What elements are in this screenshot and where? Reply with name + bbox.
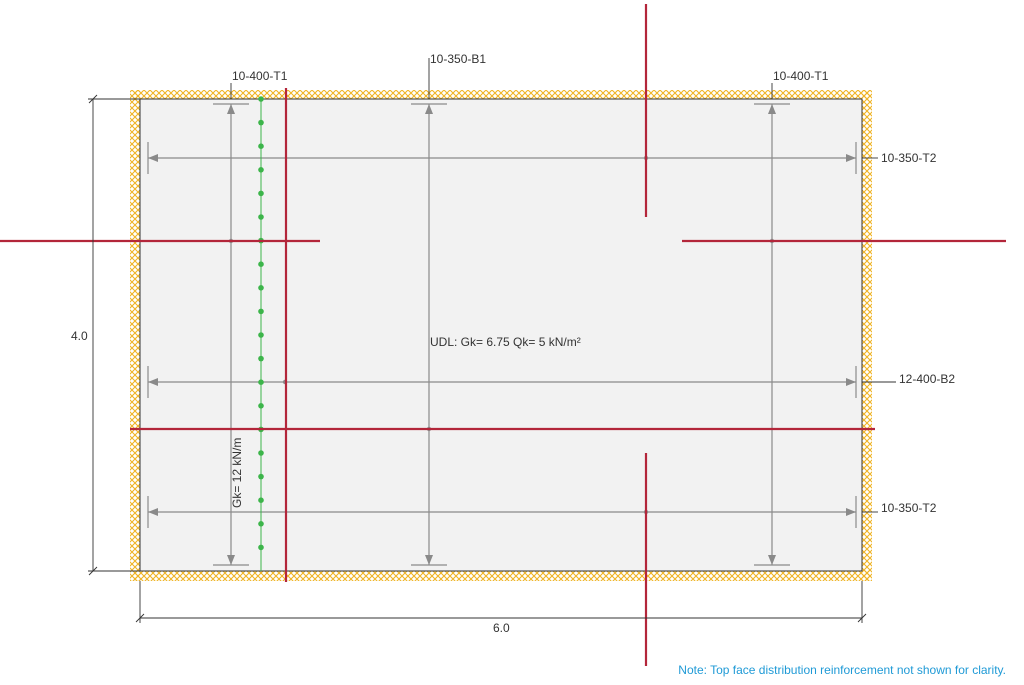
line-load-dot <box>258 473 264 480</box>
line-load-label: Gk= 12 kN/m <box>230 438 244 508</box>
line-load-dot <box>258 497 264 504</box>
label-10-350-b1: 10-350-B1 <box>430 52 486 66</box>
label-10-350-t2-top: 10-350-T2 <box>881 151 937 165</box>
section-cut-lines <box>0 4 1006 666</box>
height-dimension-value: 4.0 <box>71 329 88 343</box>
line-load-dot <box>258 119 264 126</box>
line-load-dot <box>258 403 264 409</box>
rebar-10-400-t1-right <box>754 103 790 566</box>
line-load-dot <box>258 214 264 220</box>
width-dimension-value: 6.0 <box>493 621 510 635</box>
line-load-dot <box>258 379 264 386</box>
rebar-12-400-b2 <box>147 366 857 398</box>
clarity-note: Note: Top face distribution reinforcemen… <box>678 663 1006 677</box>
rebar-10-400-t1-left <box>213 103 249 566</box>
line-load-dot <box>258 285 264 291</box>
line-load-dot <box>258 167 264 173</box>
line-load-dot <box>258 544 264 551</box>
rebar-10-350-t2-bottom <box>147 496 857 528</box>
line-load-dot <box>258 450 264 456</box>
line-load-dot <box>258 521 264 527</box>
udl-load-label: UDL: Gk= 6.75 Qk= 5 kN/m² <box>430 335 581 349</box>
height-dimension <box>88 94 140 576</box>
support-hatching <box>130 90 872 581</box>
line-load-dot <box>258 355 264 362</box>
line-load-dot <box>258 190 264 197</box>
line-load-dot <box>258 308 264 315</box>
rebar-10-350-b1 <box>411 103 447 566</box>
horizontal-rebar-group <box>147 142 857 528</box>
label-leaders <box>230 58 896 513</box>
label-10-400-t1-right: 10-400-T1 <box>773 69 829 83</box>
line-load-dot <box>258 96 264 102</box>
vertical-rebar-group <box>213 103 790 566</box>
rebar-10-350-t2-top <box>147 142 857 174</box>
line-load-dot <box>258 261 264 268</box>
label-10-400-t1-left: 10-400-T1 <box>232 69 288 83</box>
line-load-dot <box>258 332 264 338</box>
label-10-350-t2-bottom: 10-350-T2 <box>881 501 937 515</box>
width-dimension <box>135 581 867 623</box>
line-load-dot <box>258 143 264 149</box>
label-12-400-b2: 12-400-B2 <box>899 372 955 386</box>
